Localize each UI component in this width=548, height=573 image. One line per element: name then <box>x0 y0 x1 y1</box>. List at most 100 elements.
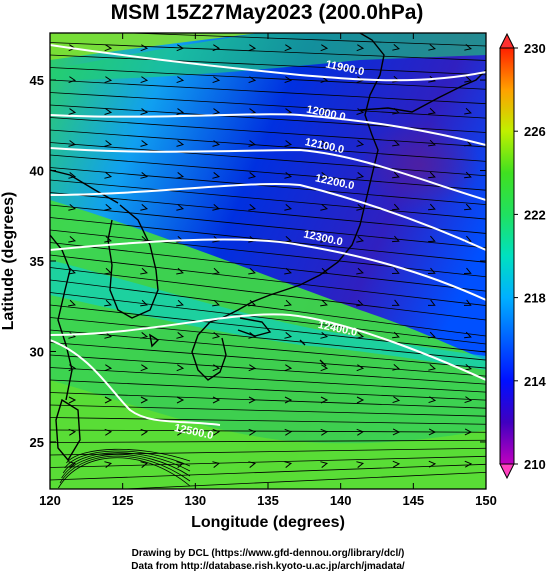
wind-arrow <box>248 461 257 468</box>
wind-arrow <box>284 172 293 179</box>
shikoku-coast <box>237 317 272 337</box>
honshu-coast <box>209 33 385 323</box>
wind-arrow <box>212 172 221 179</box>
plot-area: 11900.012000.012100.012200.012300.012400… <box>50 33 486 489</box>
streamline <box>50 342 486 377</box>
wind-arrow <box>248 364 257 372</box>
wind-arrow <box>68 396 77 404</box>
streamline <box>50 104 486 133</box>
x-tick-label: 140 <box>330 493 352 508</box>
wind-arrow <box>320 44 329 52</box>
wind-arrow <box>320 76 329 84</box>
wind-arrow <box>140 267 148 275</box>
wind-arrow <box>176 76 185 84</box>
wind-arrow <box>464 171 472 179</box>
streamline <box>50 404 486 417</box>
wind-arrow <box>176 267 184 275</box>
streamline <box>50 463 486 481</box>
streamline <box>62 452 191 474</box>
wind-arrow <box>464 43 472 51</box>
wind-arrow <box>392 203 400 211</box>
wind-arrow <box>176 332 185 339</box>
wind-arrow <box>428 107 436 115</box>
contour-12300 <box>50 238 486 301</box>
wind-arrow <box>176 44 185 52</box>
wind-arrow <box>68 235 76 243</box>
streamline <box>50 229 486 278</box>
wind-arrow <box>464 203 472 211</box>
streamline <box>50 154 486 191</box>
wind-arrow <box>284 364 293 372</box>
wind-arrow <box>356 140 365 147</box>
wind-arrow <box>320 203 329 211</box>
x-tick-label: 145 <box>402 493 424 508</box>
wind-arrow <box>68 76 77 84</box>
wind-arrow <box>248 172 257 179</box>
wind-arrow <box>320 108 329 115</box>
wind-arrow <box>68 428 77 436</box>
wind-arrow <box>392 171 400 179</box>
wind-arrow <box>68 461 77 468</box>
contour-12400 <box>50 313 486 381</box>
wind-arrow <box>248 140 257 147</box>
wind-arrow <box>104 461 113 468</box>
wind-arrow <box>392 428 401 436</box>
wind-arrow <box>248 428 257 436</box>
wind-arrow <box>464 396 473 404</box>
wind-arrow <box>320 428 329 436</box>
x-tick-label: 135 <box>257 493 279 508</box>
wind-arrow <box>68 267 76 275</box>
wind-arrow <box>392 331 400 339</box>
wind-arrow <box>464 107 472 115</box>
mainland-coast <box>50 169 119 401</box>
colorbar-tick-label: 210 <box>524 457 546 472</box>
wind-arrow <box>464 428 473 436</box>
wind-arrow <box>464 363 472 371</box>
contour-12200 <box>50 182 486 251</box>
y-tick-label: 40 <box>30 164 44 179</box>
wind-arrow <box>248 396 257 404</box>
wind-arrow <box>68 203 77 211</box>
wind-arrow <box>356 235 364 243</box>
wind-arrow <box>212 332 221 339</box>
wind-arrow <box>463 299 472 306</box>
wind-arrow <box>284 299 292 307</box>
wind-arrow <box>356 172 365 179</box>
colorbar-tick-label: 230 <box>524 41 546 56</box>
northern-transition <box>50 33 486 80</box>
streamline <box>50 92 486 119</box>
colorbar-tick-label: 226 <box>524 124 546 139</box>
islands <box>149 333 327 367</box>
wind-arrow <box>212 235 220 243</box>
wind-arrow <box>320 396 329 404</box>
streamline <box>50 129 486 162</box>
wind-arrow <box>392 460 401 468</box>
wind-arrow <box>392 396 401 404</box>
wind-arrow <box>284 332 293 339</box>
streamline <box>64 450 191 469</box>
wind-arrow <box>68 108 77 115</box>
wind-arrow <box>248 267 256 275</box>
wind-arrow <box>428 460 437 468</box>
wind-arrow <box>464 331 472 339</box>
colorbar-max-arrow <box>499 32 515 49</box>
wind-arrow <box>356 332 365 339</box>
wind-arrow <box>140 76 149 84</box>
wind-arrow <box>392 267 400 274</box>
streamline <box>50 367 486 393</box>
wind-arrow <box>176 299 184 307</box>
wind-arrow <box>212 140 221 147</box>
wind-arrow <box>104 172 113 179</box>
wind-arrow <box>248 44 257 52</box>
wind-arrow <box>212 428 221 436</box>
wind-streamlines <box>50 33 486 489</box>
wind-arrow <box>248 203 257 211</box>
wind-arrow <box>284 461 293 468</box>
wind-arrow <box>140 203 149 211</box>
streamline <box>50 117 486 148</box>
y-tick-label: 45 <box>30 73 44 88</box>
wind-arrow <box>212 396 221 404</box>
streamline <box>50 142 486 177</box>
streamline <box>50 179 486 220</box>
wind-arrow <box>104 428 113 436</box>
